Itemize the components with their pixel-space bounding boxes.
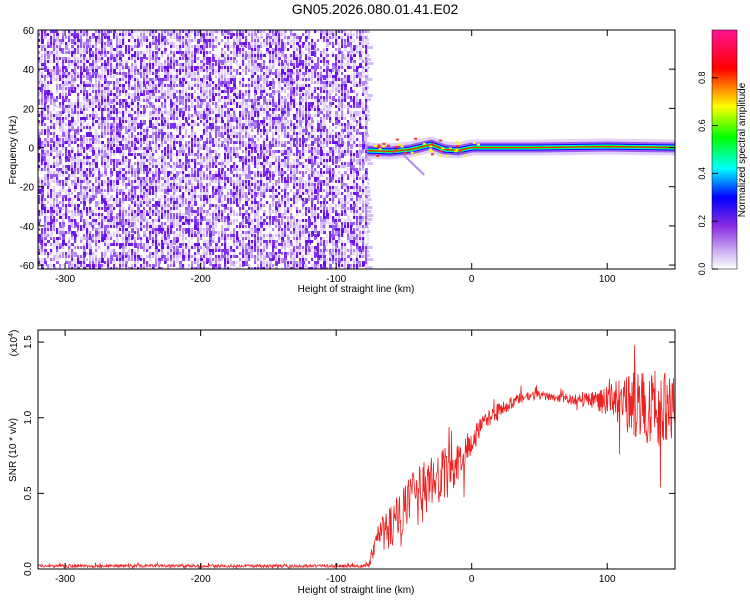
x-tick-label: -100 [326,274,346,285]
y-tick-label: 1.0 [23,410,34,424]
colorbar-tick-label: 0.4 [697,167,707,180]
x-tick-label: -300 [55,574,75,585]
x-tick-label: -200 [191,274,211,285]
colorbar-tick-label: 0.6 [697,119,707,132]
x-tick-label: 0 [469,574,475,585]
spectrogram-x-axis: -300 -200 -100 0 100 [55,30,616,285]
snr-xlabel: Height of straight line (km) [298,585,415,596]
y-tick-label: 1.5 [23,335,34,349]
chart-title: GN05.2026.080.01.41.E02 [292,1,459,17]
spectrogram-xlabel: Height of straight line (km) [298,284,415,295]
y-tick-label: 20 [23,104,35,115]
noise-cells [38,30,374,269]
spectrogram-ylabel: Frequency (Hz) [8,116,19,185]
x-tick-label: 100 [599,574,616,585]
y-tick-label: 0.0 [23,562,34,576]
y-tick-label: 40 [23,65,35,76]
snr-x-axis: -300 -200 -100 0 100 [55,330,616,585]
x-tick-label: 0 [469,274,475,285]
colorbar-tick-label: 0.2 [697,215,707,228]
snr-frame [37,329,676,570]
snr-marks [38,344,675,569]
snr-series-line [38,344,675,569]
y-tick-label: 0.5 [23,486,34,500]
signal-band [367,136,675,176]
y-tick-label: -60 [20,261,35,272]
y-tick-label: -40 [20,222,35,233]
colorbar-ticks: 0.0 0.2 0.4 0.6 0.8 [697,72,718,276]
snr-ylabel: SNR (10 * v/v) [8,418,19,482]
y-tick-label: 60 [23,26,35,37]
spectrogram-y-axis: -60 -40 -20 0 20 40 60 [20,26,675,272]
spectrogram-marks [38,30,675,269]
x-tick-label: 100 [599,274,616,285]
y-tick-label: 0 [28,144,34,155]
y-tick-label: -20 [20,183,35,194]
snr-scale-note: (x104) [8,330,20,357]
colorbar-tick-label: 0.0 [697,263,707,276]
x-tick-label: -100 [326,574,346,585]
colorbar-gradient [711,29,738,270]
spectrogram-frame [37,29,676,270]
x-tick-label: -200 [191,574,211,585]
snr-y-axis: 0.0 0.5 1.0 1.5 [23,335,675,576]
colorbar: 0.0 0.2 0.4 0.6 0.8 Normalized spectral ampl… [697,29,748,276]
x-tick-label: -300 [55,274,75,285]
snr-panel: -300 -200 -100 0 100 0.0 0.5 1.0 1.5 Height of … [8,329,676,596]
colorbar-label: Normalized spectral amplitude [737,82,748,217]
colorbar-tick-label: 0.8 [697,72,707,85]
